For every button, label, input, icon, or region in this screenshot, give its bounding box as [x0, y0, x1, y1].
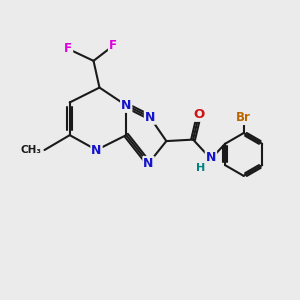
Text: F: F	[109, 40, 117, 52]
Text: CH₃: CH₃	[20, 145, 41, 155]
Text: F: F	[64, 42, 72, 56]
Text: O: O	[194, 108, 205, 121]
Text: N: N	[91, 143, 102, 157]
Text: N: N	[143, 157, 154, 170]
Text: N: N	[121, 99, 131, 112]
Text: N: N	[206, 151, 216, 164]
Text: H: H	[196, 164, 205, 173]
Text: Br: Br	[236, 111, 251, 124]
Text: N: N	[145, 111, 155, 124]
